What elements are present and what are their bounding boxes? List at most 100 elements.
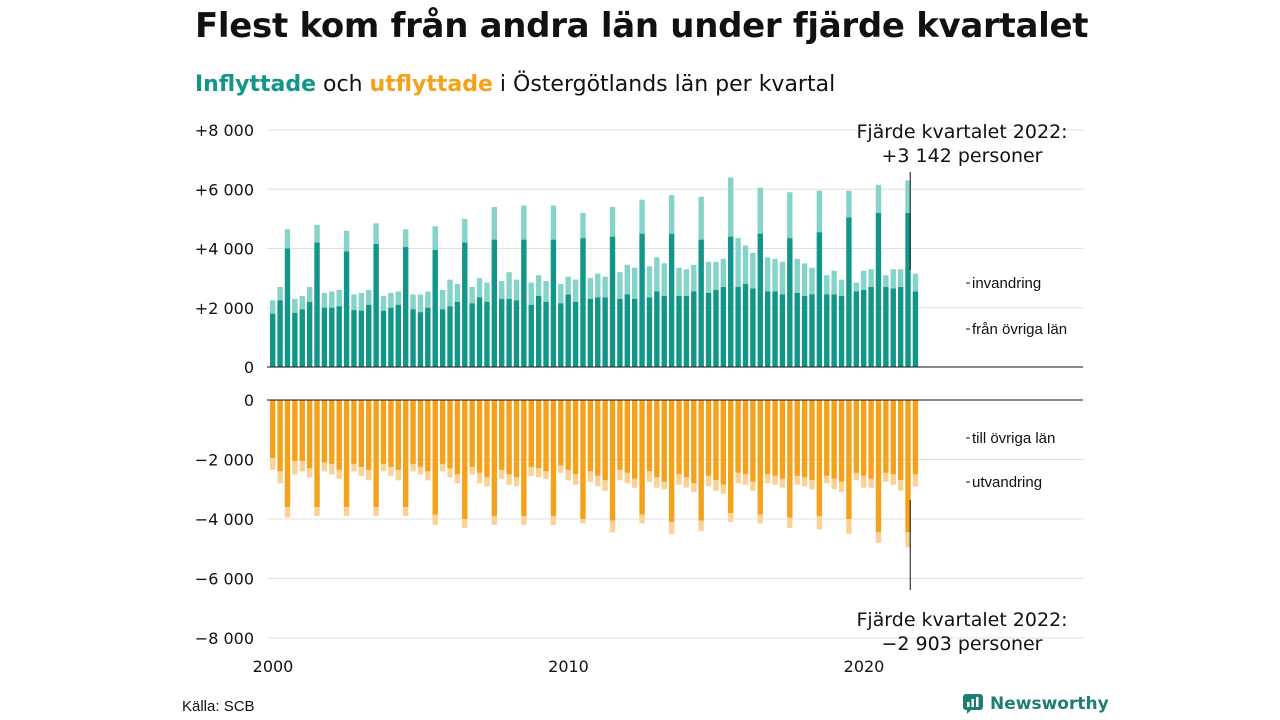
bar-outflow-emigration bbox=[558, 465, 564, 473]
bar-inflow-immigration bbox=[277, 287, 283, 301]
bars-inflow bbox=[270, 177, 919, 367]
bar-outflow-emigration bbox=[853, 472, 860, 481]
bar-outflow-domestic bbox=[395, 400, 401, 470]
bar-outflow-domestic bbox=[432, 400, 438, 515]
bar-outflow-emigration bbox=[572, 474, 579, 485]
bar-inflow-immigration bbox=[528, 282, 534, 305]
bar-outflow-emigration bbox=[809, 480, 815, 490]
bar-inflow-immigration bbox=[742, 245, 749, 285]
bar-inflow-immigration bbox=[476, 278, 483, 298]
bar-inflow-domestic bbox=[528, 304, 534, 367]
bar-outflow-domestic bbox=[779, 400, 786, 479]
bar-outflow-emigration bbox=[321, 462, 328, 472]
bar-inflow-immigration bbox=[454, 284, 461, 302]
bar-inflow-immigration bbox=[883, 275, 889, 288]
bar-inflow-domestic bbox=[521, 239, 527, 367]
bar-inflow-immigration bbox=[897, 269, 904, 288]
bar-inflow-immigration bbox=[905, 180, 911, 213]
bar-outflow-domestic bbox=[631, 400, 638, 479]
bar-inflow-domestic bbox=[329, 307, 335, 367]
bar-inflow-immigration bbox=[373, 223, 379, 245]
bar-outflow-domestic bbox=[513, 400, 520, 478]
bar-outflow-emigration bbox=[787, 517, 793, 528]
bar-outflow-emigration bbox=[735, 472, 741, 484]
bar-inflow-immigration bbox=[270, 300, 276, 314]
bar-outflow-emigration bbox=[454, 474, 461, 484]
bar-inflow-immigration bbox=[366, 289, 372, 305]
label-from-other-counties: från övriga län bbox=[972, 321, 1067, 338]
bar-outflow-domestic bbox=[499, 400, 505, 470]
bar-outflow-emigration bbox=[824, 475, 830, 484]
bar-outflow-emigration bbox=[484, 477, 490, 487]
x-tick: 2010 bbox=[548, 657, 589, 676]
bar-inflow-domestic bbox=[388, 307, 394, 367]
bar-outflow-domestic bbox=[868, 400, 874, 479]
bar-outflow-emigration bbox=[883, 472, 889, 482]
bar-inflow-domestic bbox=[772, 291, 778, 367]
bar-outflow-emigration bbox=[410, 463, 416, 472]
annotation-bottom: Fjärde kvartalet 2022: bbox=[856, 609, 1067, 631]
bar-inflow-immigration bbox=[809, 267, 815, 295]
bar-inflow-domestic bbox=[284, 248, 291, 367]
bar-inflow-domestic bbox=[631, 298, 638, 367]
bar-outflow-domestic bbox=[595, 400, 601, 476]
bar-outflow-domestic bbox=[838, 400, 845, 482]
bar-inflow-domestic bbox=[447, 306, 453, 367]
bar-inflow-domestic bbox=[499, 298, 505, 367]
bar-outflow-emigration bbox=[476, 472, 483, 484]
bar-outflow-domestic bbox=[314, 400, 320, 508]
bar-inflow-immigration bbox=[388, 292, 394, 308]
bar-inflow-domestic bbox=[801, 295, 808, 367]
bar-inflow-immigration bbox=[469, 287, 475, 304]
bar-inflow-immigration bbox=[321, 292, 328, 308]
bar-outflow-domestic bbox=[602, 400, 608, 481]
bar-outflow-emigration bbox=[698, 520, 704, 531]
bar-outflow-emigration bbox=[639, 514, 645, 524]
bar-inflow-domestic bbox=[742, 284, 749, 367]
bar-outflow-emigration bbox=[668, 521, 675, 534]
bar-outflow-emigration bbox=[624, 472, 630, 484]
bar-inflow-immigration bbox=[676, 267, 682, 296]
bar-inflow-domestic bbox=[572, 301, 579, 367]
bar-outflow-emigration bbox=[742, 474, 749, 485]
bar-outflow-emigration bbox=[343, 507, 350, 517]
bar-inflow-domestic bbox=[861, 289, 867, 367]
labels: +8 000 +6 000 +4 000 +2 000 0 0 −2 000 −4 000 −6… bbox=[195, 121, 1068, 676]
bar-inflow-immigration bbox=[728, 177, 734, 237]
bar-inflow-domestic bbox=[410, 309, 416, 367]
bar-inflow-domestic bbox=[558, 303, 564, 367]
bar-inflow-immigration bbox=[292, 298, 298, 313]
bar-outflow-emigration bbox=[395, 469, 401, 481]
bar-inflow-immigration bbox=[314, 224, 320, 243]
bar-outflow-emigration bbox=[875, 532, 882, 543]
y-tick-bottom: −4 000 bbox=[195, 510, 254, 529]
bar-inflow-immigration bbox=[565, 276, 571, 295]
bar-outflow-domestic bbox=[728, 400, 734, 514]
bar-inflow-domestic bbox=[351, 310, 357, 367]
bar-inflow-immigration bbox=[838, 279, 845, 296]
bar-inflow-immigration bbox=[646, 266, 653, 298]
bar-outflow-domestic bbox=[373, 400, 379, 508]
bar-outflow-domestic bbox=[366, 400, 372, 470]
bar-outflow-domestic bbox=[402, 400, 409, 508]
bar-inflow-immigration bbox=[764, 257, 771, 292]
bar-inflow-immigration bbox=[336, 289, 342, 307]
bar-outflow-emigration bbox=[764, 474, 771, 484]
bar-outflow-domestic bbox=[853, 400, 860, 473]
bar-inflow-domestic bbox=[314, 242, 320, 367]
bar-outflow-domestic bbox=[521, 400, 527, 517]
bar-inflow-domestic bbox=[838, 295, 845, 367]
bar-outflow-emigration bbox=[757, 514, 763, 524]
bar-inflow-immigration bbox=[402, 229, 409, 248]
bar-outflow-emigration bbox=[654, 477, 660, 488]
y-tick-bottom: −6 000 bbox=[195, 570, 254, 589]
bar-inflow-domestic bbox=[550, 239, 557, 367]
annotation-top: +3 142 personer bbox=[882, 145, 1043, 167]
bar-inflow-immigration bbox=[462, 218, 468, 243]
bar-outflow-domestic bbox=[735, 400, 741, 473]
x-tick: 2000 bbox=[253, 657, 294, 676]
bar-inflow-immigration bbox=[698, 196, 704, 240]
bar-outflow-domestic bbox=[824, 400, 830, 476]
bar-outflow-emigration bbox=[816, 516, 823, 530]
